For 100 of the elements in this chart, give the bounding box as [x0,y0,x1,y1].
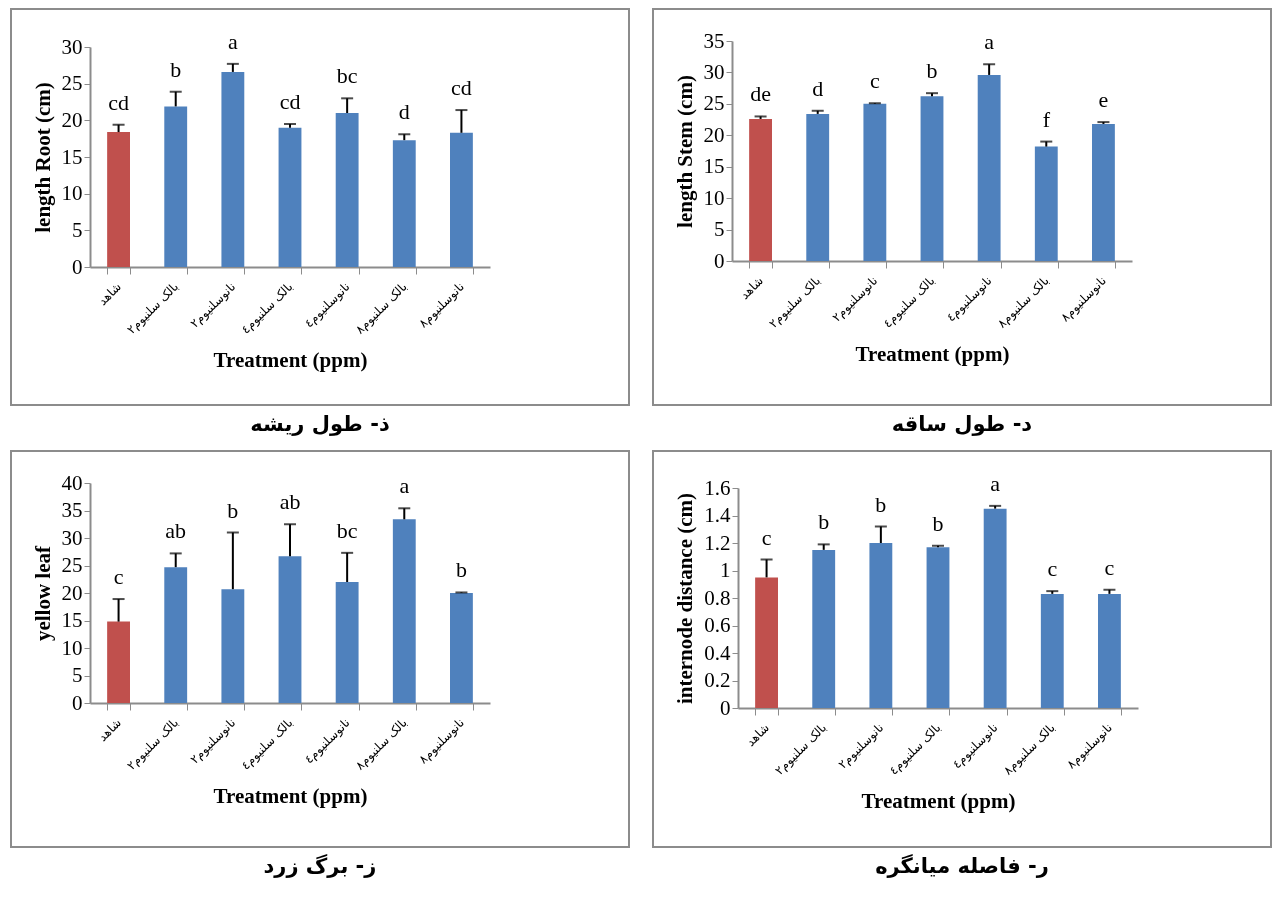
x-tick-label: بالک سلنیوم٤ [238,715,297,774]
bar [450,132,473,267]
x-tick-label: شاهد [743,720,773,750]
y-axis-title: length Stem (cm) [672,75,697,228]
y-tick-label: 0.8 [704,585,731,610]
bar [335,113,359,267]
text: ر- فاصله میانگره [874,854,1050,878]
annotation: a [984,29,995,55]
annotation: c [761,524,772,550]
x-tick-label: نانوسلنیوم٤ [949,720,1002,773]
annotation: b [932,510,944,536]
bar [164,106,188,267]
x-tick-label: نانوسلنیوم٨ [1058,273,1110,326]
annotation: cd [279,89,301,114]
y-tick-label: 5 [72,663,83,687]
bar [164,567,188,703]
bar [749,118,772,261]
annotation: c [869,68,880,94]
x-tick-label: شاهد [95,279,125,309]
annotation: f [1042,106,1051,132]
x-tick-label: نانوسلنیوم٢ [829,273,882,326]
y-tick-label: 0.6 [704,613,731,637]
bar [863,103,887,261]
bar [983,508,1007,708]
bar [1092,123,1115,261]
y-tick-label: 35 [61,498,83,522]
y-tick-label: 40 [61,470,83,495]
text: ز- برگ زرد [262,854,378,878]
x-tick-label: بالک سلنیوم٨ [352,279,411,338]
x-tick-label: نانوسلنیوم٢ [187,715,240,768]
y-tick-label: 15 [703,154,725,179]
y-tick-label: 30 [61,34,83,59]
y-tick-label: 1.6 [704,475,731,500]
annotation: b [926,58,938,84]
bar [392,519,416,703]
annotation: d [812,75,824,101]
y-tick-label: 25 [61,553,83,577]
x-tick-label: بالک سلنیوم٨ [1000,720,1059,779]
x-tick-label: بالک سلنیوم٨ [994,273,1053,332]
x-tick-label: نانوسلنیوم٤ [301,715,354,768]
text: د- طول ساقه [890,412,1034,436]
x-tick-label: شاهد [737,273,767,303]
bar [450,593,473,703]
y-tick-label: 0.2 [704,668,731,692]
bar [107,132,130,267]
annotation: b [227,497,239,523]
annotation: cd [108,89,129,115]
x-axis-title: Treatment (ppm) [861,788,1016,813]
bar [806,113,830,261]
bar [869,543,893,708]
x-tick-label: نانوسلنیوم٨ [1064,720,1116,773]
y-tick-label: 1.2 [704,530,731,555]
y-tick-label: 25 [703,91,725,116]
annotation: ab [279,489,301,515]
annotation: b [455,557,467,583]
x-tick-label: بالک سلنیوم٤ [880,273,939,332]
x-axis-title: Treatment (ppm) [213,783,368,808]
annotation: b [875,491,887,517]
annotation: c [1047,556,1058,582]
bar [926,547,950,708]
annotation: cd [451,75,472,101]
bar [920,96,944,261]
x-tick-label: بالک سلنیوم٨ [352,715,411,774]
annotation: b [170,56,182,82]
bar [812,549,836,708]
x-tick-label: بالک سلنیوم٤ [238,279,297,338]
annotation: c [113,564,124,590]
text: ذ- طول ریشه [249,412,391,436]
y-tick-label: 10 [61,181,83,206]
annotation: a [399,473,410,499]
y-tick-label: 10 [61,635,83,660]
y-tick-label: 1.4 [704,503,731,527]
x-tick-label: بالک سلنیوم٤ [886,720,945,779]
annotation: a [990,470,1001,496]
y-tick-label: 0 [72,254,83,279]
x-tick-label: نانوسلنیوم٤ [301,279,354,332]
bar [107,621,130,703]
x-tick-label: بالک سلنیوم٢ [124,279,182,338]
y-tick-label: 10 [703,185,725,210]
y-tick-label: 35 [703,28,725,53]
annotation: bc [336,63,358,89]
y-tick-label: 0 [714,248,725,273]
bar [278,556,302,703]
annotation: b [818,509,830,535]
y-axis-title: length Root (cm) [30,82,55,233]
annotation: c [1104,554,1115,580]
annotation: d [398,99,410,125]
x-tick-label: نانوسلنیوم٢ [187,279,240,332]
y-tick-label: 15 [61,144,83,169]
y-tick-label: 5 [72,217,83,242]
y-tick-label: 15 [61,608,83,632]
y-tick-label: 1 [720,558,731,582]
x-tick-label: بالک سلنیوم٢ [766,273,824,332]
bar [221,589,245,703]
y-tick-label: 20 [61,580,83,605]
y-tick-label: 30 [61,525,83,550]
annotation: a [227,28,238,54]
annotation: bc [336,517,358,543]
bar [755,577,778,708]
y-axis-title: internode distance (cm) [673,492,698,705]
